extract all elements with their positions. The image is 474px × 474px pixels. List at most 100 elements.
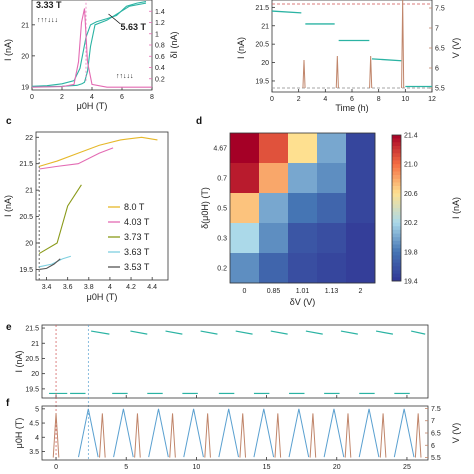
x-axis-label-b: Time (h) xyxy=(335,103,368,113)
x-tick-label-c: 4 xyxy=(108,284,112,291)
current-high-e-4 xyxy=(235,330,253,335)
colorbar-segment-d xyxy=(392,156,401,161)
y-tick-label-f: 3.5 xyxy=(29,449,39,456)
arrow-glyphs-red-a: ↑↑↑↓↓↓ xyxy=(37,17,58,24)
panel-label-d: d xyxy=(196,116,202,127)
legend-label-c-4: 3.53 T xyxy=(124,262,150,272)
field-ramp-f-5 xyxy=(253,408,275,458)
x-tick-label-d: 0 xyxy=(243,288,247,295)
colorbar-tick-label-d: 20.6 xyxy=(404,191,418,198)
x-axis-label-d: δV (V) xyxy=(290,297,316,307)
field-ramp-f-9 xyxy=(393,408,415,458)
y2-tick-label-f: 7.5 xyxy=(431,406,441,413)
current-high-e-7 xyxy=(340,330,358,335)
y2-tick-label-f: 7 xyxy=(431,418,435,425)
voltage-pulse-b-1 xyxy=(335,55,339,89)
series-line-c-1 xyxy=(39,147,114,170)
current-high-e-3 xyxy=(200,330,218,335)
y2-tick-label-b: 7 xyxy=(435,26,439,33)
y-tick-label-d: 0.2 xyxy=(217,266,227,273)
current-segment-b-0 xyxy=(271,10,302,14)
colorbar-label-d: I (nA) xyxy=(451,197,461,219)
heatmap-cell-d xyxy=(346,223,376,254)
heatmap-cell-d xyxy=(230,163,260,194)
heatmap-cell-d xyxy=(288,133,318,164)
y-tick-label-d: 0.7 xyxy=(217,176,227,183)
heatmap-cell-d xyxy=(317,163,347,194)
y2-tick-label-b: 6 xyxy=(435,66,439,73)
colorbar-segment-d xyxy=(392,240,401,245)
y-tick-label-a: 19 xyxy=(21,84,29,91)
series-line-a-2 xyxy=(31,8,152,88)
y-tick-label-d: 4.67 xyxy=(213,146,227,153)
heatmap-cell-d xyxy=(288,163,318,194)
y-axis-label-f: μ0H (T) xyxy=(14,418,24,449)
colorbar-segment-d xyxy=(392,200,401,205)
y-tick-label-c: 20.5 xyxy=(19,214,33,221)
y2-tick-label-b: 5.5 xyxy=(435,86,445,93)
y-tick-label-b: 19.5 xyxy=(255,78,269,85)
x-tick-label-c: 3.4 xyxy=(42,284,52,291)
panel-label-f: f xyxy=(6,398,10,409)
heatmap-cell-d xyxy=(317,193,347,224)
panel-d: 0 0.85 1.01 1.13 2 4.67 0.7 0.5 0.3 0.2 δV (V) δ(μ0… xyxy=(200,133,461,308)
colorbar-segment-d xyxy=(392,153,401,158)
colorbar-segment-d xyxy=(392,193,401,198)
heatmap-cell-d xyxy=(259,253,289,284)
axes-frame-e xyxy=(41,324,429,399)
heatmap-cell-d xyxy=(346,163,376,194)
legend-label-c-0: 8.0 T xyxy=(124,202,145,212)
heatmap-cell-d xyxy=(317,253,347,284)
colorbar-segment-d xyxy=(392,229,401,234)
colorbar-segment-d xyxy=(392,211,401,216)
y-tick-label-b: 21.5 xyxy=(255,5,269,12)
y2-tick-label-f: 6 xyxy=(431,443,435,450)
y-tick-label-f: 4.5 xyxy=(29,421,39,428)
series-line-a-1 xyxy=(31,2,147,88)
y2-tick-label-a: 1 xyxy=(155,31,159,38)
y-tick-label-a: 20 xyxy=(21,53,29,60)
y-tick-label-b: 20.5 xyxy=(255,42,269,49)
colorbar-segment-d xyxy=(392,167,401,172)
heatmap-cell-d xyxy=(346,193,376,224)
y2-axis-label-b: V (V) xyxy=(451,38,461,59)
colorbar-segment-d xyxy=(392,273,401,278)
x-tick-label-a: 0 xyxy=(30,94,34,101)
panel-c: 3.4 3.6 3.8 4 4.2 4.4 19.5 20 20.5 21 21.5 22 8.0 T 4… xyxy=(3,131,169,302)
y-tick-label-f: 4 xyxy=(35,435,39,442)
field-ramp-f-8 xyxy=(358,408,380,458)
y2-axis-label-a: δI (nA) xyxy=(169,31,179,58)
colorbar-segment-d xyxy=(392,178,401,183)
voltage-pulse-f-2 xyxy=(134,413,141,458)
colorbar-segment-d xyxy=(392,270,401,274)
current-high-e-8 xyxy=(375,330,394,335)
voltage-pulse-b-0 xyxy=(302,59,306,89)
y2-tick-label-b: 6.5 xyxy=(435,46,445,53)
x-tick-label-a: 4 xyxy=(90,94,94,101)
colorbar-segment-d xyxy=(392,204,401,209)
voltage-pulse-b-3 xyxy=(401,0,405,89)
panel-a: 0 2 4 6 8 19 20 21 0.2 0.4 0.6 0.8 1 1.2 1.4 3.33 T 5.63… xyxy=(3,0,179,111)
current-high-e-5 xyxy=(270,330,288,335)
x-tick-label-b: 2 xyxy=(297,96,301,103)
y2-axis-label-f: V (V) xyxy=(451,423,461,444)
colorbar-segment-d xyxy=(392,142,401,147)
heatmap-cell-d xyxy=(288,253,318,284)
colorbar-segment-d xyxy=(392,160,401,165)
colorbar-segment-d xyxy=(392,149,401,154)
x-tick-label-b: 10 xyxy=(401,96,409,103)
voltage-pulse-f-1 xyxy=(99,413,106,458)
y-tick-label-f: 5 xyxy=(35,406,39,413)
colorbar-segment-d xyxy=(392,237,401,242)
colorbar-segment-d xyxy=(392,277,401,282)
y-tick-label-c: 21.5 xyxy=(19,161,33,168)
current-high-e-2 xyxy=(165,330,183,335)
colorbar-segment-d xyxy=(392,226,401,231)
annotation-a-1: 5.63 T xyxy=(121,22,147,32)
y-tick-label-b: 21 xyxy=(261,23,269,30)
current-high-e-9 xyxy=(411,330,426,335)
arrow-glyphs-blue-a: ↑↑↓↓↓ xyxy=(116,73,134,80)
x-tick-label-b: 4 xyxy=(323,96,327,103)
heatmap-cell-d xyxy=(346,253,376,284)
